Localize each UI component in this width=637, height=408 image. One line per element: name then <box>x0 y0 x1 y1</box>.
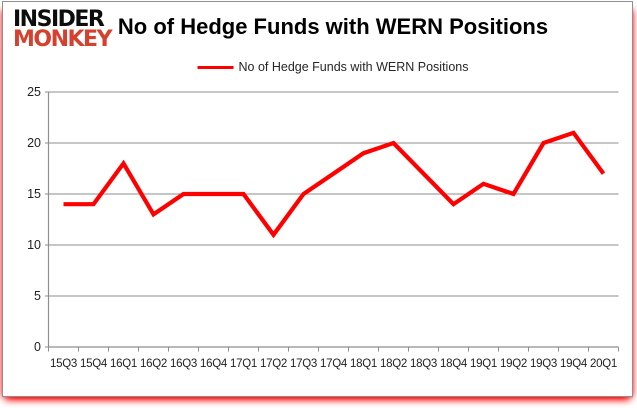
x-tick-label: 17Q2 <box>260 358 287 370</box>
y-tick-label: 10 <box>27 237 41 252</box>
x-tick-label: 17Q1 <box>230 358 257 370</box>
x-tick-label: 19Q4 <box>560 358 587 370</box>
y-tick-label: 0 <box>34 339 41 354</box>
chart-card: INSIDER MONKEY No of Hedge Funds with WE… <box>2 1 633 397</box>
x-tick-label: 18Q4 <box>440 358 467 370</box>
legend-label: No of Hedge Funds with WERN Positions <box>238 60 469 74</box>
x-tick-label: 20Q1 <box>590 358 617 370</box>
x-tick-label: 17Q4 <box>320 358 347 370</box>
legend-line-swatch <box>197 65 234 69</box>
x-tick-label: 18Q2 <box>380 358 407 370</box>
x-tick-label: 16Q3 <box>170 358 197 370</box>
x-tick-label: 19Q2 <box>500 358 527 370</box>
x-tick-label: 18Q3 <box>410 358 437 370</box>
x-tick-label: 16Q2 <box>140 358 167 370</box>
y-tick-label: 5 <box>34 288 41 303</box>
y-tick-label: 20 <box>27 135 41 150</box>
y-tick-label: 25 <box>27 84 41 99</box>
chart-title: No of Hedge Funds with WERN Positions <box>117 14 549 39</box>
x-tick-label: 16Q4 <box>200 358 227 370</box>
x-tick-label: 17Q3 <box>290 358 317 370</box>
x-tick-label: 16Q1 <box>110 358 137 370</box>
x-tick-label: 15Q3 <box>50 358 77 370</box>
line-chart <box>45 91 619 352</box>
legend: No of Hedge Funds with WERN Positions <box>197 60 469 74</box>
x-tick-label: 15Q4 <box>80 358 107 370</box>
x-tick-label: 19Q1 <box>470 358 497 370</box>
x-tick-label: 19Q3 <box>530 358 557 370</box>
x-tick-label: 18Q1 <box>350 358 377 370</box>
logo-word-insider: INSIDER <box>13 7 105 32</box>
insider-monkey-logo: INSIDER MONKEY <box>13 7 119 53</box>
logo-word-monkey: MONKEY <box>13 27 113 53</box>
y-tick-label: 15 <box>27 186 41 201</box>
